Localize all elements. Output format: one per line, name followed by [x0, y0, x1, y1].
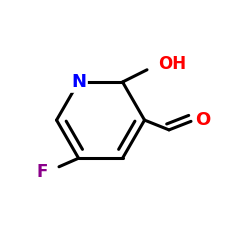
- Text: O: O: [195, 111, 210, 129]
- Text: OH: OH: [158, 55, 186, 73]
- Text: N: N: [71, 73, 86, 91]
- Text: F: F: [36, 163, 48, 181]
